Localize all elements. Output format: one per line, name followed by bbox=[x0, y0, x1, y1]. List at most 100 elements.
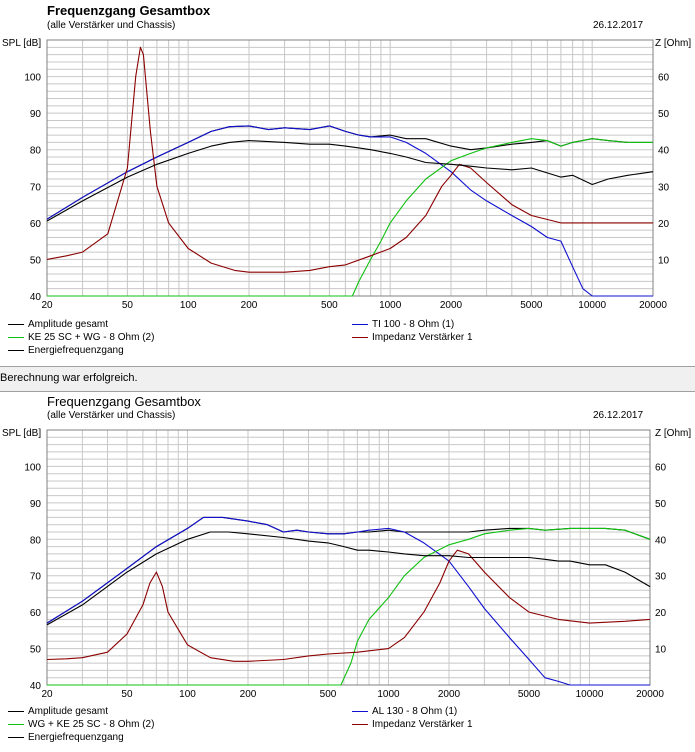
series-line-3 bbox=[47, 138, 653, 297]
y-tick-label-right: 50 bbox=[655, 499, 667, 510]
x-tick-label: 200 bbox=[241, 300, 258, 311]
x-tick-label: 100 bbox=[179, 689, 196, 700]
series-line-4 bbox=[46, 549, 651, 662]
legend-swatch bbox=[352, 723, 368, 725]
x-tick-label: 5000 bbox=[518, 689, 541, 700]
y-tick-label-right: 20 bbox=[658, 219, 670, 230]
legend-item-tweeter: KE 25 SC + WG - 8 Ohm (2) bbox=[8, 332, 154, 343]
legend-label: WG + KE 25 SC - 8 Ohm (2) bbox=[28, 719, 155, 730]
legend-label: Amplitude gesamt bbox=[28, 706, 109, 717]
x-tick-label: 5000 bbox=[520, 300, 543, 311]
x-tick-label: 500 bbox=[320, 689, 337, 700]
y-tick-label-right: 20 bbox=[655, 608, 667, 619]
x-tick-label: 20 bbox=[41, 300, 53, 311]
x-tick-label: 100 bbox=[180, 300, 197, 311]
y-tick-label-right: 30 bbox=[658, 182, 670, 193]
series-line-2 bbox=[46, 516, 650, 686]
x-tick-label: 10000 bbox=[576, 689, 604, 700]
x-tick-label: 20 bbox=[41, 689, 53, 700]
chart-title: Frequenzgang Gesamtbox bbox=[47, 394, 201, 409]
legend-swatch bbox=[8, 736, 24, 738]
y-tick-label-left: 40 bbox=[30, 292, 42, 303]
legend-item-woofer: TI 100 - 8 Ohm (1) bbox=[352, 319, 454, 330]
plot-area bbox=[47, 430, 650, 685]
legend-label: Impedanz Verstärker 1 bbox=[372, 332, 473, 343]
x-tick-label: 50 bbox=[122, 300, 134, 311]
y-axis-left-label: SPL [dB] bbox=[2, 428, 42, 439]
y-tick-label-left: 80 bbox=[30, 535, 42, 546]
chart-panel-1: Frequenzgang Gesamtbox (alle Verstärker … bbox=[0, 0, 695, 366]
series-line-2 bbox=[46, 125, 653, 297]
y-tick-label-left: 90 bbox=[30, 109, 42, 120]
y-tick-label-left: 60 bbox=[30, 219, 42, 230]
y-tick-label-left: 80 bbox=[30, 146, 42, 157]
x-tick-label: 2000 bbox=[440, 300, 463, 311]
x-tick-label: 500 bbox=[321, 300, 338, 311]
y-tick-label-left: 100 bbox=[24, 462, 41, 473]
legend-label: KE 25 SC + WG - 8 Ohm (2) bbox=[28, 332, 155, 343]
y-tick-label-right: 10 bbox=[658, 255, 670, 266]
status-bar: Berechnung war erfolgreich. bbox=[0, 366, 695, 392]
y-tick-label-left: 50 bbox=[30, 645, 42, 656]
series-line-3 bbox=[47, 527, 651, 686]
chart-date: 26.12.2017 bbox=[593, 410, 644, 421]
chart-panel-2: Frequenzgang Gesamtbox (alle Verstärker … bbox=[0, 392, 695, 752]
legend-label: Energiefrequenzgang bbox=[28, 345, 124, 356]
x-tick-label: 1000 bbox=[379, 300, 402, 311]
legend-item-tweeter: WG + KE 25 SC - 8 Ohm (2) bbox=[8, 719, 154, 730]
y-tick-label-left: 50 bbox=[30, 255, 42, 266]
legend-swatch bbox=[352, 323, 368, 325]
y-axis-right-label: Z [Ohm] bbox=[655, 38, 692, 49]
y-tick-label-right: 60 bbox=[655, 462, 667, 473]
legend-swatch bbox=[8, 723, 24, 725]
y-tick-label-right: 50 bbox=[658, 109, 670, 120]
y-tick-label-right: 60 bbox=[658, 73, 670, 84]
legend-swatch bbox=[8, 710, 24, 712]
y-axis-right-label: Z [Ohm] bbox=[655, 428, 692, 439]
plot-frame bbox=[46, 429, 651, 686]
chart-title: Frequenzgang Gesamtbox bbox=[47, 3, 211, 18]
x-tick-label: 200 bbox=[240, 689, 257, 700]
chart-date: 26.12.2017 bbox=[593, 20, 644, 31]
chart-subtitle: (alle Verstärker und Chassis) bbox=[47, 20, 176, 31]
legend-item-impedance: Impedanz Verstärker 1 bbox=[352, 332, 473, 343]
x-tick-label: 10000 bbox=[578, 300, 606, 311]
y-tick-label-left: 90 bbox=[30, 499, 42, 510]
legend-swatch bbox=[8, 349, 24, 351]
y-axis-left-label: SPL [dB] bbox=[2, 38, 42, 49]
x-tick-label: 2000 bbox=[438, 689, 461, 700]
y-tick-label-left: 60 bbox=[30, 608, 42, 619]
y-tick-label-left: 70 bbox=[30, 572, 42, 583]
plot-area bbox=[47, 40, 653, 296]
y-tick-label-left: 100 bbox=[24, 73, 41, 84]
frequency-chart-1: 20 50 100 200 500 1000 2000 5000 10000 20000 40 50 6… bbox=[24, 39, 670, 311]
chart-subtitle: (alle Verstärker und Chassis) bbox=[47, 410, 176, 421]
legend-swatch bbox=[8, 323, 24, 325]
y-tick-label-right: 40 bbox=[658, 146, 670, 157]
frequency-chart-2: 20 50 100 200 500 1000 2000 5000 10000 20000 40 50 6… bbox=[24, 429, 667, 700]
series-line-4 bbox=[46, 46, 653, 273]
legend-item-energy: Energiefrequenzgang bbox=[8, 732, 124, 743]
legend-item-impedance: Impedanz Verstärker 1 bbox=[352, 719, 473, 730]
legend-label: Energiefrequenzgang bbox=[28, 732, 124, 743]
legend-label: AL 130 - 8 Ohm (1) bbox=[372, 706, 458, 717]
status-message: Berechnung war erfolgreich. bbox=[0, 372, 138, 384]
x-tick-label: 20000 bbox=[639, 300, 667, 311]
legend-item-amplitude: Amplitude gesamt bbox=[8, 706, 108, 717]
legend-label: Amplitude gesamt bbox=[28, 319, 109, 330]
y-tick-label-right: 10 bbox=[655, 645, 667, 656]
legend-label: Impedanz Verstärker 1 bbox=[372, 719, 473, 730]
y-tick-label-left: 70 bbox=[30, 182, 42, 193]
y-tick-label-right: 30 bbox=[655, 572, 667, 583]
x-tick-label: 20000 bbox=[636, 689, 664, 700]
series-line-5 bbox=[46, 140, 654, 222]
y-tick-label-left: 40 bbox=[30, 681, 42, 692]
series-line-5 bbox=[46, 531, 651, 626]
legend-swatch bbox=[352, 710, 368, 712]
x-tick-label: 1000 bbox=[377, 689, 400, 700]
legend-item-energy: Energiefrequenzgang bbox=[8, 345, 124, 356]
legend-item-woofer: AL 130 - 8 Ohm (1) bbox=[352, 706, 457, 717]
legend-swatch bbox=[8, 336, 24, 338]
legend-item-amplitude: Amplitude gesamt bbox=[8, 319, 108, 330]
legend-label: TI 100 - 8 Ohm (1) bbox=[372, 319, 455, 330]
